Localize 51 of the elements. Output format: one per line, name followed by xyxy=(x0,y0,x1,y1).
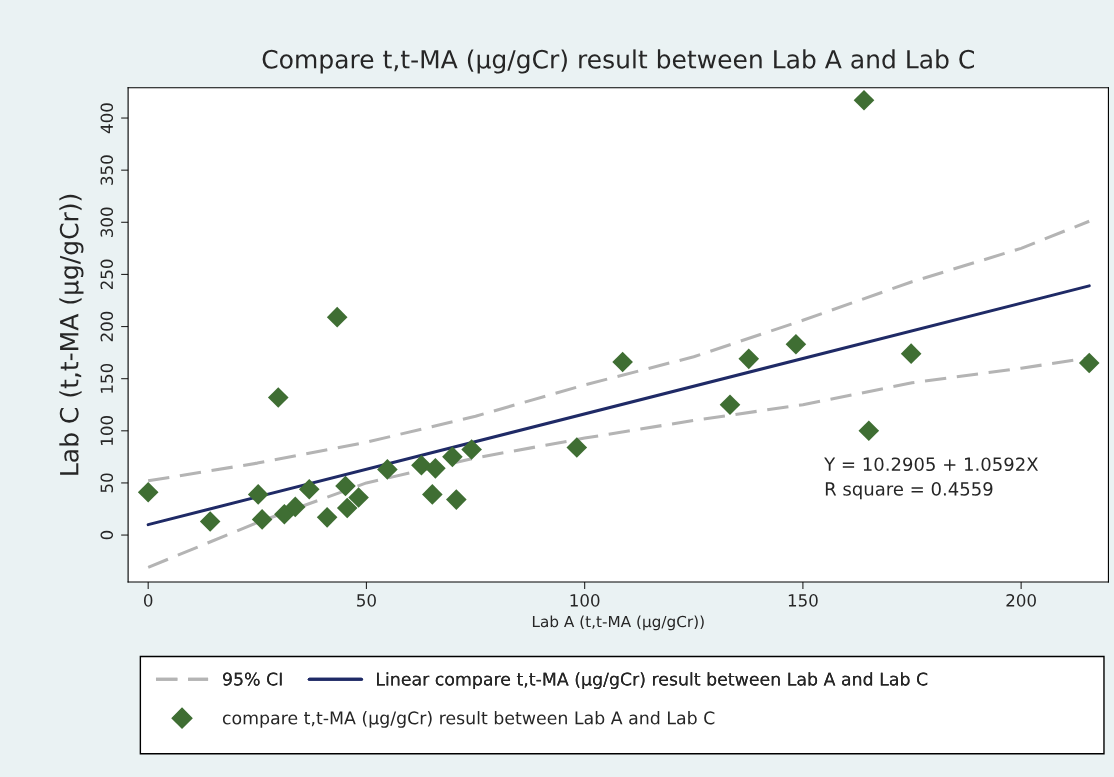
y-tick-label: 250 xyxy=(100,259,114,290)
point xyxy=(377,459,398,480)
point xyxy=(853,90,875,111)
point xyxy=(719,394,741,416)
chart-title: Compare t,t-MA (μg/gCr) result between Lab A and Lab C xyxy=(262,49,974,74)
point xyxy=(900,343,922,364)
point xyxy=(612,351,633,373)
y-axis-title: Lab C (t,t-MA (μg/gCr)) xyxy=(59,194,84,475)
y-tick-label: 150 xyxy=(100,363,114,393)
point xyxy=(274,503,295,525)
annotation: R square = 0.4559 xyxy=(825,482,993,500)
y-tick-label: 100 xyxy=(100,416,114,445)
point xyxy=(858,420,880,442)
y-tick-label: 400 xyxy=(100,103,114,134)
point xyxy=(442,446,463,468)
point xyxy=(267,387,289,408)
legend-label: 95% CI xyxy=(223,672,282,686)
point xyxy=(785,333,807,355)
x-tick-label: 150 xyxy=(788,594,818,607)
x-tick-label: 100 xyxy=(570,594,600,607)
y-tick-label: 300 xyxy=(100,207,114,237)
point xyxy=(199,511,221,532)
point xyxy=(137,482,159,503)
point xyxy=(247,484,269,505)
y-tick-label: 200 xyxy=(100,311,114,342)
legend-label: compare t,t-MA (μg/gCr) result between Lab A and Lab C xyxy=(222,711,715,728)
legend-label: Linear compare t,t-MA (μg/gCr) result between Lab A and Lab C xyxy=(377,672,928,689)
point xyxy=(1078,352,1100,374)
point xyxy=(298,478,320,500)
point xyxy=(326,306,348,328)
x-tick-label: 50 xyxy=(357,594,376,607)
point xyxy=(425,458,446,479)
point xyxy=(461,439,482,460)
y-tick-label: 50 xyxy=(100,473,114,493)
point xyxy=(335,475,356,497)
x-tick-label: 200 xyxy=(1006,594,1036,607)
point xyxy=(316,507,338,528)
y-tick-label: 0 xyxy=(100,530,114,540)
point xyxy=(446,489,467,510)
point xyxy=(566,437,588,458)
point xyxy=(284,496,306,518)
point xyxy=(738,348,760,370)
point xyxy=(251,509,273,530)
point xyxy=(336,497,358,519)
annotation: Y = 10.2905 + 1.0592X xyxy=(824,457,1039,472)
point xyxy=(422,484,443,505)
point xyxy=(411,454,432,476)
x-axis-title: Lab A (t,t-MA (μg/gCr)) xyxy=(532,615,704,631)
point xyxy=(348,487,369,508)
x-tick-label: 0 xyxy=(143,594,153,607)
y-tick-label: 350 xyxy=(100,155,114,185)
